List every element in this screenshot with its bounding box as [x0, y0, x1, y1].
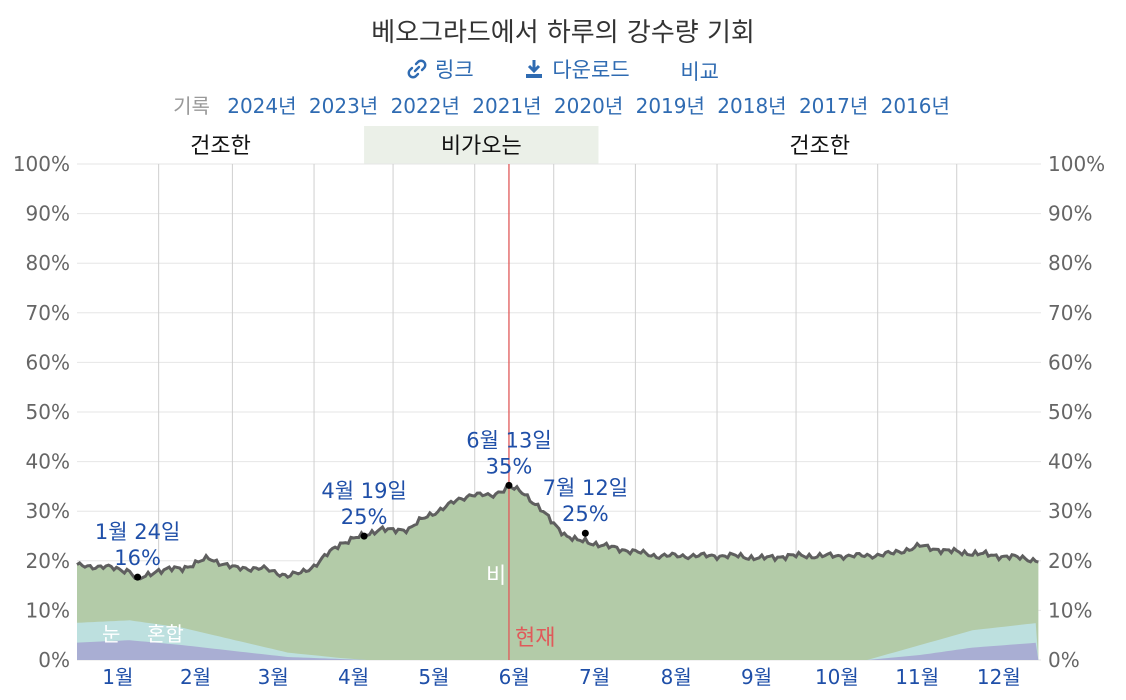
- history-year-2023[interactable]: 2023년: [308, 94, 379, 118]
- download-icon: [526, 60, 543, 78]
- history-year-2017[interactable]: 2017년: [798, 94, 869, 118]
- rain-area: [77, 485, 1039, 660]
- y-tick-right: 60%: [1048, 350, 1092, 374]
- annotation-date: 7월 12일: [543, 476, 628, 500]
- annotation-value: 25%: [341, 505, 388, 529]
- history-year-2021[interactable]: 2021년: [472, 94, 542, 118]
- rain-area-label: 비: [486, 564, 506, 589]
- y-tick-right: 70%: [1048, 301, 1092, 325]
- y-tick-left: 70%: [26, 301, 70, 325]
- y-tick-right: 80%: [1048, 251, 1092, 275]
- download-button[interactable]: 다운로드: [524, 54, 630, 84]
- history-label: 기록: [173, 94, 210, 118]
- history-year-2024[interactable]: 2024년: [227, 94, 297, 118]
- compare-button[interactable]: 비교: [680, 56, 719, 86]
- y-tick-left: 60%: [26, 350, 70, 374]
- compare-label: 비교: [680, 60, 719, 84]
- annotation-value: 16%: [114, 546, 161, 570]
- y-tick-left: 30%: [26, 499, 70, 523]
- season-label: 비가오는: [441, 134, 522, 159]
- annotation-date: 4월 19일: [321, 479, 406, 503]
- month-label: 5월: [418, 665, 449, 689]
- month-label: 1월: [102, 665, 133, 689]
- month-label: 3월: [258, 665, 289, 689]
- download-label: 다운로드: [552, 58, 630, 82]
- month-label: 4월: [338, 665, 369, 689]
- y-tick-left: 20%: [26, 549, 70, 573]
- annotation-point: [360, 532, 368, 540]
- annotation-value: 25%: [562, 502, 609, 526]
- precipitation-line: [76, 483, 1039, 581]
- annotation-date: 6월 13일: [466, 428, 551, 452]
- history-bar: 기록 2024년 2023년 2022년 2021년 2020년 2019년 2…: [0, 90, 1126, 119]
- month-label: 10월: [815, 665, 859, 689]
- snow-area: [77, 640, 1039, 660]
- annotation-point: [505, 481, 513, 489]
- month-label: 2월: [180, 665, 211, 689]
- y-tick-left: 100%: [13, 152, 70, 176]
- annotation-value: 35%: [486, 454, 533, 478]
- y-tick-right: 90%: [1048, 202, 1092, 226]
- page-title: 베오그라드에서 하루의 강수량 기회: [371, 18, 755, 48]
- month-label: 6월: [499, 665, 530, 689]
- month-label: 12월: [977, 665, 1021, 689]
- mixed-area-label: 혼합: [147, 622, 184, 646]
- y-tick-right: 0%: [1048, 648, 1080, 672]
- annotation-date: 1월 24일: [95, 520, 180, 544]
- history-year-2016[interactable]: 2016년: [880, 94, 950, 118]
- season-label: 건조한: [789, 134, 850, 159]
- action-bar: 링크 다운로드 비교: [0, 54, 1126, 86]
- annotation-point: [134, 573, 142, 581]
- y-tick-left: 50%: [26, 400, 70, 424]
- link-icon: [407, 59, 427, 79]
- y-tick-left: 40%: [26, 450, 70, 474]
- y-tick-right: 100%: [1048, 152, 1105, 176]
- month-label: 8월: [661, 665, 692, 689]
- y-tick-right: 50%: [1048, 400, 1092, 424]
- y-tick-right: 10%: [1048, 598, 1092, 622]
- history-year-2020[interactable]: 2020년: [553, 94, 624, 118]
- annotation-point: [581, 529, 589, 537]
- season-band-wet: [364, 126, 599, 164]
- now-label: 현재: [515, 626, 555, 651]
- y-tick-left: 10%: [26, 598, 70, 622]
- link-label: 링크: [435, 58, 474, 82]
- month-label: 9월: [741, 665, 772, 689]
- y-tick-right: 30%: [1048, 499, 1092, 523]
- history-year-2019[interactable]: 2019년: [635, 94, 705, 118]
- history-year-2022[interactable]: 2022년: [390, 94, 460, 118]
- snow-area-label: 눈: [102, 622, 120, 646]
- y-tick-left: 90%: [26, 202, 70, 226]
- y-tick-left: 0%: [38, 648, 70, 672]
- month-label: 7월: [579, 665, 610, 689]
- history-year-2018[interactable]: 2018년: [717, 94, 787, 118]
- y-tick-right: 40%: [1048, 450, 1092, 474]
- month-label: 11월: [895, 665, 939, 689]
- y-tick-right: 20%: [1048, 549, 1092, 573]
- y-tick-left: 80%: [26, 251, 70, 275]
- link-button[interactable]: 링크: [407, 54, 474, 84]
- season-label: 건조한: [190, 134, 251, 159]
